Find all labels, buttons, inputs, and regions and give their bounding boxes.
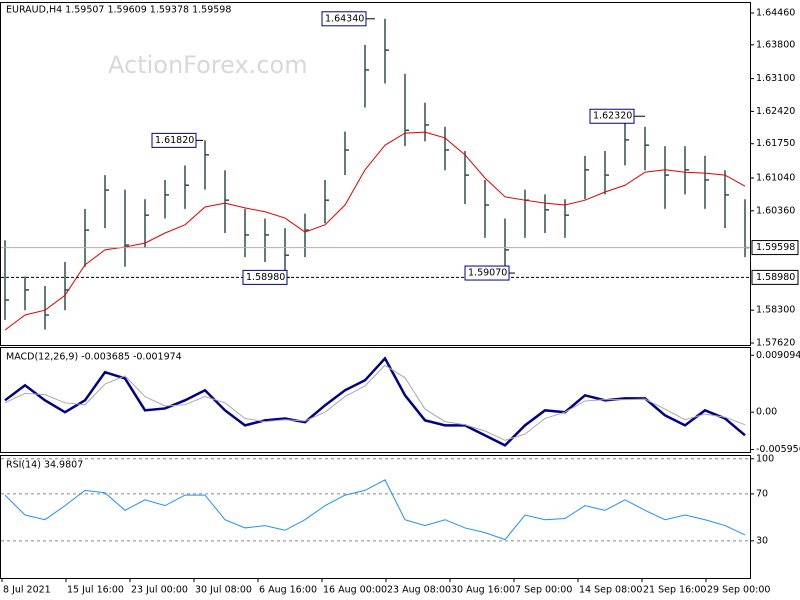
x-tick-label: 21 Sep 16:00 — [643, 585, 706, 596]
annotation-box — [589, 108, 635, 124]
annotation-label: 1.61820 — [155, 135, 194, 146]
y-tick-label: 70 — [756, 488, 768, 499]
watermark: ActionForex.com — [108, 51, 308, 79]
series-line — [4, 356, 746, 447]
level-label: 1.58980 — [756, 272, 795, 283]
rsi-title: RSI(14) 34.9807 — [6, 460, 83, 471]
y-tick-label: 1.62420 — [756, 106, 795, 117]
annotation-box — [464, 265, 510, 281]
y-tick-label: 100 — [756, 453, 774, 464]
chart-title: EURAUD,H4 1.59507 1.59609 1.59378 1.5959… — [6, 5, 231, 16]
series-line — [4, 364, 746, 441]
annotation-box — [321, 11, 367, 27]
annotation-box — [151, 132, 197, 148]
y-tick-label: 0.009094 — [756, 350, 800, 361]
price-label-box — [751, 240, 799, 256]
rsi-panel — [0, 455, 751, 579]
y-tick-label: 1.58300 — [756, 305, 795, 316]
x-tick-label: 30 Aug 16:00 — [451, 585, 515, 596]
x-tick-label: 7 Sep 00:00 — [515, 585, 572, 596]
y-tick-label: 0.00 — [756, 407, 777, 418]
annotation-box — [242, 269, 288, 285]
y-tick-label: 1.61040 — [756, 173, 795, 184]
x-tick-label: 8 Jul 2021 — [3, 585, 51, 596]
x-tick-label: 16 Aug 00:00 — [323, 585, 387, 596]
y-tick-label: 1.61750 — [756, 138, 795, 149]
y-tick-label: -0.005956 — [756, 444, 800, 455]
x-tick-label: 23 Jul 00:00 — [131, 585, 188, 596]
x-tick-label: 14 Sep 08:00 — [579, 585, 642, 596]
annotation-label: 1.58980 — [246, 272, 285, 283]
price-label: 1.59598 — [756, 242, 795, 253]
macd-title: MACD(12,26,9) -0.003685 -0.001974 — [6, 352, 182, 363]
y-tick-label: 1.63800 — [756, 39, 795, 50]
level-label-box — [751, 269, 799, 285]
annotation-label: 1.59070 — [468, 268, 507, 279]
annotation-label: 1.64340 — [325, 13, 364, 24]
x-tick-label: 6 Aug 16:00 — [259, 585, 317, 596]
y-tick-label: 30 — [756, 535, 768, 546]
macd-panel — [0, 347, 751, 453]
x-tick-label: 23 Aug 08:00 — [387, 585, 451, 596]
x-tick-label: 15 Jul 16:00 — [67, 585, 124, 596]
x-tick-label: 29 Sep 00:00 — [707, 585, 770, 596]
annotation-label: 1.62320 — [593, 111, 632, 122]
series-line — [4, 479, 746, 541]
price-panel — [0, 2, 751, 346]
y-tick-label: 1.63100 — [756, 73, 795, 84]
moving-average — [4, 131, 746, 331]
y-tick-label: 1.57620 — [756, 338, 795, 349]
x-tick-label: 30 Jul 08:00 — [195, 585, 252, 596]
y-tick-label: 1.60360 — [756, 205, 795, 216]
y-tick-label: 1.64460 — [756, 8, 795, 19]
